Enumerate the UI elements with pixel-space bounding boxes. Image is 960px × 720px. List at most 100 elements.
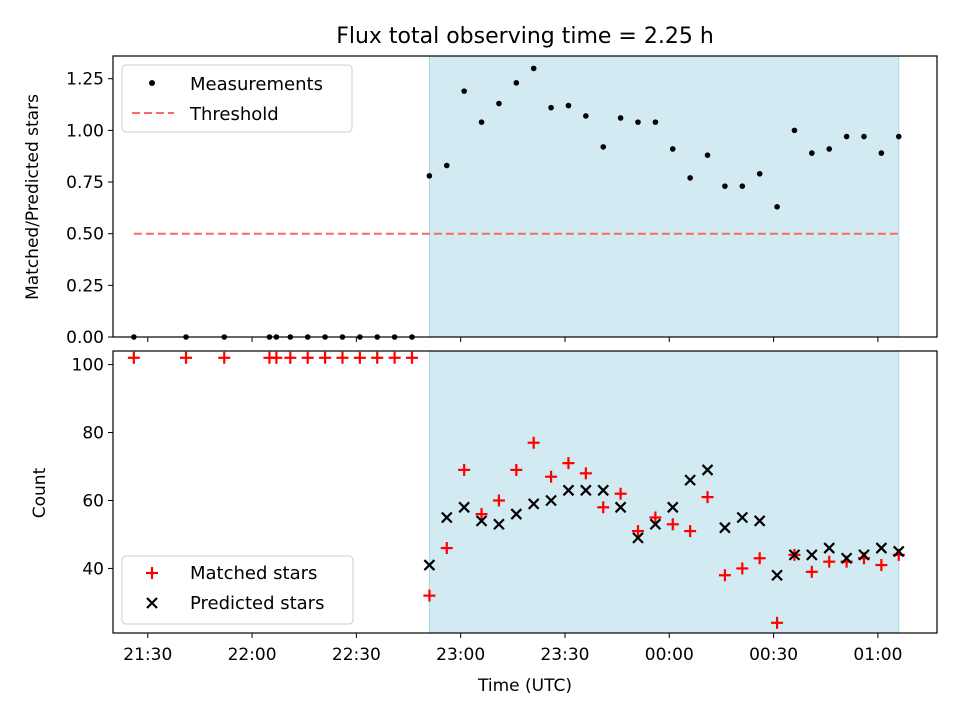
measurement-point [722,183,728,189]
observing-window-shade [428,55,900,338]
predicted-star-point [440,511,453,524]
bottom-legend: Matched stars Predicted stars [121,555,354,625]
x-tick-label: 00:30 [749,645,798,665]
matched-star-point [406,351,419,364]
measurement-point [774,204,780,210]
matched-star-point [771,616,784,629]
measurement-point [826,146,833,152]
measurement-point [600,144,607,150]
matched-star-point [458,463,471,476]
y-tick-label: 40 [82,559,104,579]
matched-star-point [562,457,575,470]
predicted-star-point [614,501,627,514]
predicted-star-point [632,532,644,544]
matched-star-point [545,470,558,483]
matched-star-point [301,351,314,364]
measurement-point [687,175,693,181]
matched-star-point [371,351,384,364]
measurement-point [843,133,850,140]
top-legend: Measurements Threshold [121,64,353,133]
predicted-star-point [684,474,696,486]
measurement-point [478,119,485,125]
predicted-star-point [840,552,853,565]
legend-matched-label: Matched stars [190,563,317,584]
predicted-star-point [753,515,766,527]
y-tick-label: 0.75 [66,173,104,193]
predicted-star-point [701,464,714,476]
legend-predicted-marker [146,597,158,609]
measurement-point [426,173,433,179]
x-tick-label: 00:00 [645,645,694,665]
matched-star-point [319,351,332,364]
measurement-point [861,133,867,140]
predicted-star-point [493,518,505,531]
measurement-point [878,150,885,156]
matched-star-point [753,552,766,565]
measurement-point [791,127,798,134]
observing-window-shade [428,350,900,634]
predicted-star-point [736,511,749,524]
x-tick-label: 22:30 [332,645,381,665]
y-tick-label: 100 [72,356,104,376]
top-axes-frame [112,55,938,338]
measurement-point [739,183,746,189]
legend-measurement-marker [149,80,155,86]
x-axis-label: Time (UTC) [477,676,572,696]
measurement-point [565,102,572,109]
matched-star-point [270,351,283,364]
predicted-star-point [458,501,470,514]
matched-star-point [440,542,453,555]
predicted-star-point [510,508,523,520]
y-tick-label: 60 [82,491,104,511]
y-tick-label: 0.00 [66,328,104,348]
legend-threshold-label: Threshold [189,104,279,125]
matched-star-point [597,501,610,514]
measurement-point [635,119,641,125]
predicted-star-point [649,518,662,531]
y-tick-label: 0.25 [66,276,104,296]
measurement-point [652,119,659,125]
matched-star-point [475,508,488,521]
matched-star-point [284,351,297,364]
top-y-axis-label: Matched/Predicted stars [23,94,43,300]
measurement-point [756,170,763,177]
measurement-point [669,146,676,152]
measurement-point [530,65,537,72]
matched-star-point [492,494,505,507]
matched-star-point [353,351,366,364]
matched-star-point [875,559,888,572]
bottom-y-axis-label: Count [30,467,50,518]
bottom-legend-box [121,555,354,625]
matched-star-point [823,555,836,568]
measurement-point [513,80,520,86]
predicted-star-point [666,501,679,514]
matched-star-point [510,463,523,476]
matched-star-point [527,436,540,449]
measurement-point [496,100,502,107]
chart-title: Flux total observing time = 2.25 h [336,24,714,49]
matched-star-point [649,511,662,524]
legend-measurements-label: Measurements [190,74,323,95]
measurement-point [704,152,711,158]
x-tick-label: 22:00 [228,645,277,665]
measurement-point [809,150,815,156]
matched-star-point [127,351,140,364]
measurement-point [583,113,589,119]
predicted-star-point [719,521,731,534]
matched-star-point [180,351,193,364]
matched-star-point [388,351,401,364]
bottom-panel: 21:30 22:00 22:30 23:00 23:30 00:00 00:30 01:00… [30,350,938,696]
x-tick-label: 01:00 [853,645,902,665]
legend-matched-marker [146,567,158,579]
predicted-star-point [545,494,557,507]
predicted-star-point [597,484,610,497]
predicted-star-point [475,515,488,527]
matched-star-point [579,467,592,480]
top-legend-box [121,64,353,133]
predicted-star-point [806,549,818,561]
matched-star-point [718,569,731,582]
matched-star-point [736,562,749,575]
measurement-point [548,104,554,111]
measurement-point [617,115,624,121]
